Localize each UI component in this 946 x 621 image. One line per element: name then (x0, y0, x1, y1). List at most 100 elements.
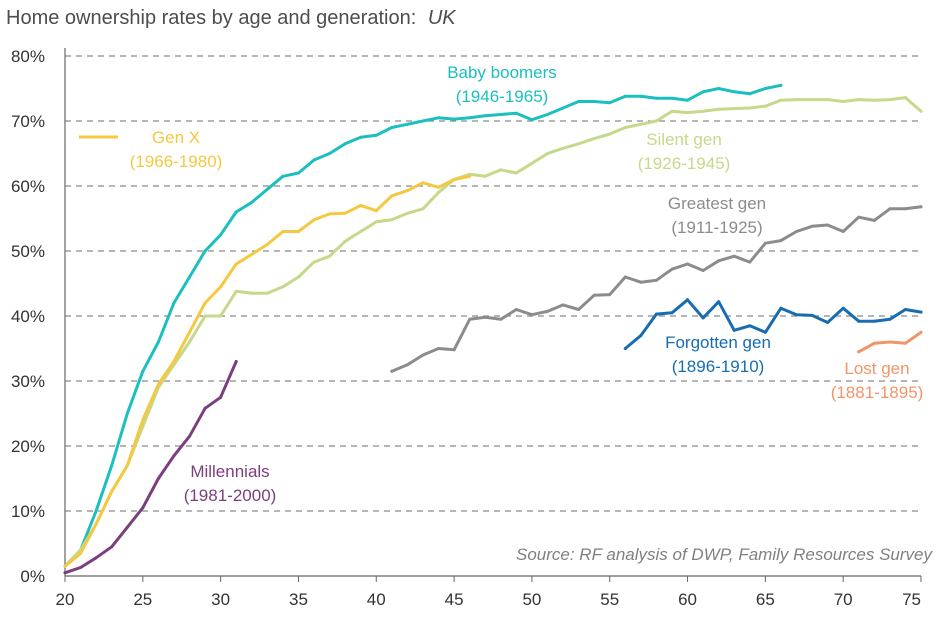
data-point (172, 301, 176, 305)
series-label-name: Greatest gen (668, 194, 766, 213)
data-point (234, 210, 238, 214)
data-point (732, 328, 736, 332)
data-point (63, 564, 67, 568)
x-axis-ticks: 20 25 30 35 40 45 50 55 60 65 70 75 (56, 576, 922, 609)
series-labels: Baby boomers (1946-1965) Silent gen (1926-1… (130, 63, 924, 505)
data-point (156, 477, 160, 480)
data-point (94, 556, 98, 560)
series-label-millennials: Millennials (1981-2000) (184, 462, 277, 505)
data-point (639, 280, 643, 284)
axes (64, 48, 921, 577)
data-point (203, 314, 207, 318)
data-point (810, 224, 814, 228)
chart-title-main: Home ownership rates by age and generati… (6, 7, 416, 29)
series-label-name: Silent gen (646, 130, 722, 149)
data-point (919, 109, 923, 113)
data-point (919, 205, 923, 209)
y-tick-label: 30% (11, 372, 45, 391)
data-point (156, 340, 160, 344)
data-point (203, 406, 207, 410)
data-point (188, 434, 191, 438)
data-point (763, 330, 767, 334)
data-point (514, 171, 518, 175)
data-point (857, 319, 861, 323)
series-baby-boomers (63, 83, 783, 568)
series-label-name: Gen X (152, 128, 200, 147)
data-point (483, 174, 487, 178)
x-tick-label: 65 (756, 590, 775, 609)
data-point (63, 571, 67, 575)
data-point (452, 348, 456, 352)
data-point (374, 133, 378, 137)
series-label-years: (1926-1945) (638, 154, 731, 173)
data-point (623, 275, 627, 279)
series-line-forgotten-gen (623, 298, 923, 350)
data-point (701, 316, 705, 320)
data-point (779, 83, 783, 87)
data-point (577, 100, 581, 103)
data-point (219, 285, 223, 289)
data-point (405, 189, 409, 193)
series-label-baby-boomers: Baby boomers (1946-1965) (447, 63, 557, 106)
data-point (405, 211, 409, 215)
data-point (265, 291, 269, 295)
data-point (219, 395, 223, 399)
data-point (717, 87, 721, 90)
data-point (701, 269, 705, 272)
series-silent-gen (63, 96, 923, 568)
data-point (110, 545, 114, 549)
data-point (125, 464, 129, 467)
series-label-years: (1966-1980) (130, 152, 223, 171)
data-point (872, 218, 876, 222)
data-point (125, 525, 129, 529)
data-point (359, 204, 363, 207)
data-point (343, 211, 347, 215)
data-point (530, 313, 534, 317)
data-point (717, 107, 721, 111)
data-point (530, 161, 534, 165)
data-point (468, 116, 472, 120)
data-point (172, 454, 176, 458)
data-point (654, 96, 658, 100)
y-tick-label: 0% (20, 567, 45, 586)
data-point (872, 341, 876, 345)
data-point (79, 566, 83, 569)
data-point (608, 101, 612, 105)
series-label-silent-gen: Silent gen (1926-1945) (638, 130, 731, 173)
series-label-years: (1896-1910) (672, 357, 765, 376)
data-point (654, 312, 658, 316)
data-point (717, 259, 721, 263)
data-point (888, 317, 892, 321)
data-point (452, 117, 456, 121)
data-point (421, 119, 425, 123)
data-point (779, 98, 783, 102)
data-point (670, 109, 674, 113)
data-point (608, 293, 612, 297)
data-point (639, 94, 643, 98)
data-point (421, 181, 425, 185)
series-forgotten-gen (623, 298, 923, 350)
data-point (826, 321, 830, 324)
data-point (639, 334, 643, 337)
series-lines (63, 83, 923, 575)
data-point (250, 252, 254, 256)
data-point (686, 98, 689, 102)
data-point (483, 114, 487, 118)
data-point (328, 212, 332, 216)
y-tick-label: 10% (11, 502, 45, 521)
x-tick-label: 30 (211, 590, 230, 609)
data-point (374, 220, 378, 224)
series-label-years: (1981-2000) (184, 486, 277, 505)
data-point (748, 260, 752, 264)
data-point (763, 104, 767, 108)
data-point (312, 158, 316, 162)
data-point (281, 230, 285, 233)
data-point (592, 100, 596, 103)
data-point (903, 341, 907, 345)
data-point (297, 171, 300, 175)
y-tick-label: 50% (11, 242, 45, 261)
data-point (732, 254, 736, 258)
series-label-name: Lost gen (844, 359, 909, 378)
data-point (514, 111, 518, 115)
